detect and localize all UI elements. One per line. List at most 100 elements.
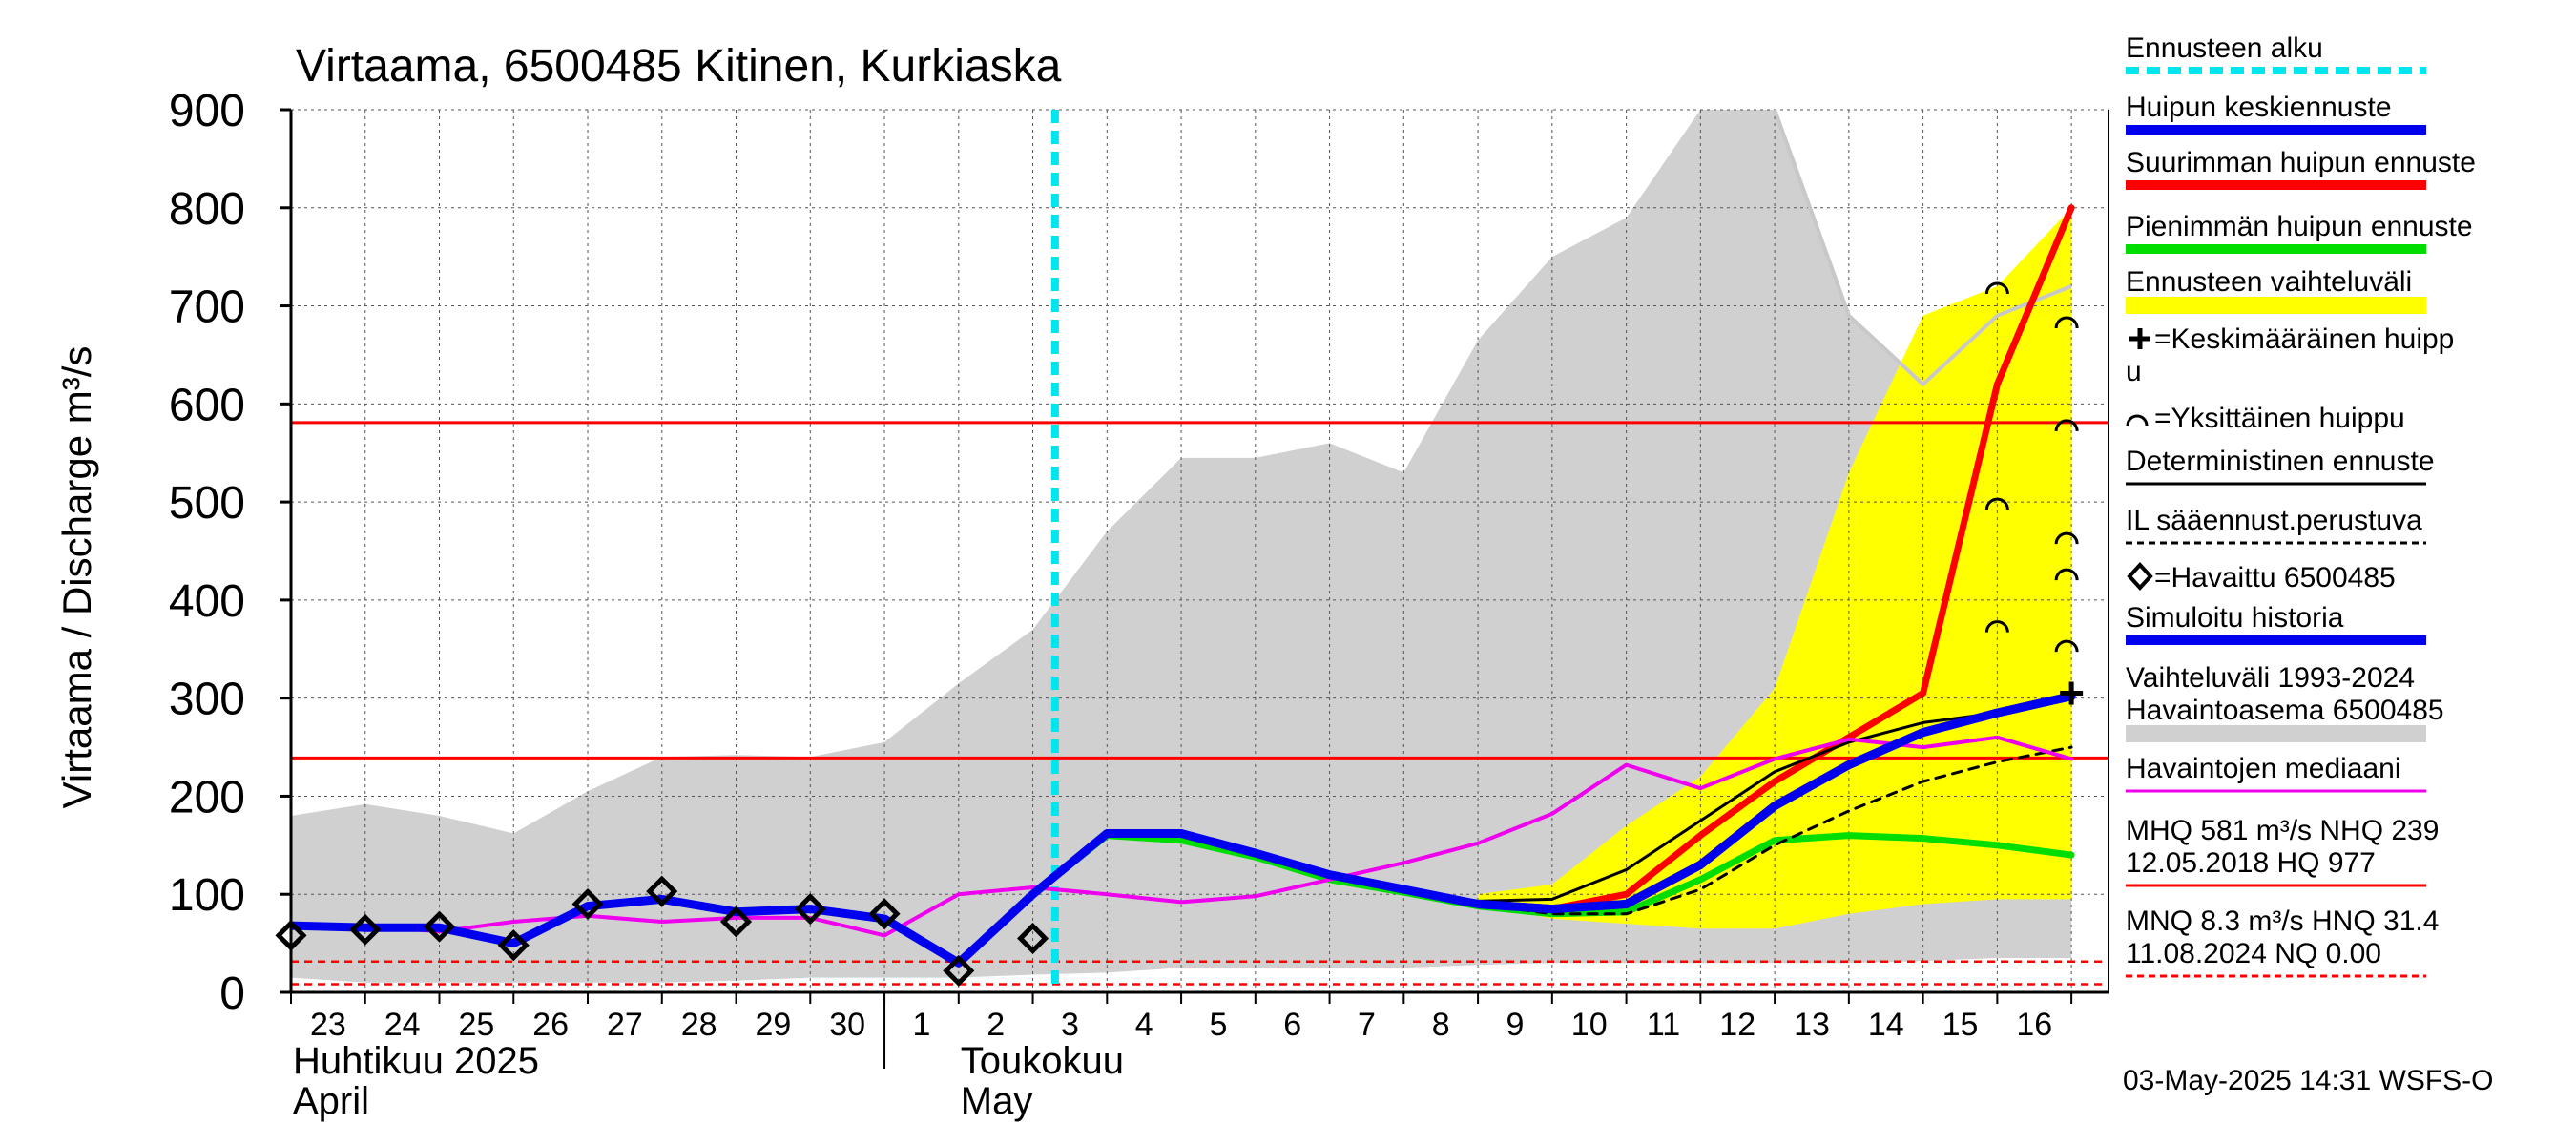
x-day-label: 11 <box>1647 1007 1680 1043</box>
legend-label: Deterministinen ennuste <box>2126 446 2435 477</box>
x-day-label: 3 <box>1061 1007 1079 1043</box>
markers-layer <box>275 281 2084 987</box>
legend-label-line2: 11.08.2024 NQ 0.00 <box>2126 938 2381 969</box>
legend-swatch <box>2126 635 2426 645</box>
y-tick-label: 100 <box>169 870 245 921</box>
single-peak-marker <box>2054 531 2079 545</box>
legend-label: Suurimman huipun ennuste <box>2126 147 2476 178</box>
x-day-label: 6 <box>1283 1007 1301 1043</box>
legend-swatch <box>2126 297 2426 314</box>
legend-swatch <box>2126 125 2426 135</box>
legend-swatch <box>2126 180 2426 190</box>
legend-item: MNQ 8.3 m³/s HNQ 31.411.08.2024 NQ 0.00 <box>2126 906 2439 978</box>
observed-point <box>794 893 826 926</box>
legend-item: Suurimman huipun ennuste <box>2126 147 2476 190</box>
grid-layer <box>291 109 2109 992</box>
legend-item: Vaihteluväli 1993-2024 Havaintoasema 650… <box>2126 662 2444 742</box>
y-tick-label: 500 <box>169 478 245 529</box>
legend-label: =Yksittäinen huippu <box>2154 403 2405 434</box>
legend-label: MNQ 8.3 m³/s HNQ 31.4 <box>2126 906 2439 937</box>
month-label: Huhtikuu 2025 <box>293 1040 539 1082</box>
x-day-label: 10 <box>1571 1007 1608 1043</box>
y-tick-label: 400 <box>169 576 245 627</box>
x-day-label: 12 <box>1719 1007 1755 1043</box>
legend-swatch <box>2126 725 2426 742</box>
observed-point <box>868 898 901 930</box>
chart-title: Virtaama, 6500485 Kitinen, Kurkiaska <box>296 41 1062 92</box>
legend-label-line2: 12.05.2018 HQ 977 <box>2126 847 2376 879</box>
legend-swatch <box>2126 244 2426 254</box>
legend-label: IL sääennust.perustuva <box>2126 505 2422 536</box>
legend-label: Ennusteen vaihteluväli <box>2126 266 2412 298</box>
legend-plus-icon <box>2129 328 2150 349</box>
legend-label-line2: Havaintoasema 6500485 <box>2126 695 2444 726</box>
legend-item: IL sääennust.perustuva <box>2126 505 2426 545</box>
series-huipun-keskiennuste <box>1473 692 2076 914</box>
legend-item: =Keskimääräinen huipp u <box>2126 323 2454 387</box>
legend-item: Pienimmän huipun ennuste <box>2126 211 2473 254</box>
legend-item: Huipun keskiennuste <box>2126 92 2426 135</box>
y-tick-label: 0 <box>219 968 245 1019</box>
y-tick-label: 600 <box>169 380 245 430</box>
observed-point <box>349 913 382 946</box>
x-day-label: 14 <box>1868 1007 1904 1043</box>
x-day-label: 5 <box>1209 1007 1227 1043</box>
y-tick-label: 900 <box>169 86 245 136</box>
legend-label: Ennusteen alku <box>2126 32 2323 64</box>
series-history-upper-edge <box>1773 110 2072 387</box>
legend-label: Pienimmän huipun ennuste <box>2126 211 2473 242</box>
single-peak-marker <box>1984 497 2009 510</box>
x-day-label: 25 <box>458 1007 494 1043</box>
legend-item: Ennusteen alku <box>2126 32 2426 74</box>
single-peak-marker <box>2054 316 2079 329</box>
x-day-label: 24 <box>384 1007 421 1043</box>
legend-label: Huipun keskiennuste <box>2126 92 2392 123</box>
x-day-label: 23 <box>310 1007 346 1043</box>
observed-point <box>719 906 753 938</box>
legend-label: MHQ 581 m³/s NHQ 239 <box>2126 815 2439 846</box>
legend-label: Havaintojen mediaani <box>2126 753 2401 784</box>
x-day-label: 1 <box>912 1007 930 1043</box>
single-peak-marker <box>1984 281 2009 295</box>
legend: Ennusteen alku Huipun keskiennuste Suurimm… <box>2126 32 2476 978</box>
single-peak-marker <box>1984 620 2009 633</box>
month-label-english: May <box>961 1080 1033 1122</box>
x-day-label: 15 <box>1942 1007 1979 1043</box>
single-peak-marker <box>2054 639 2079 653</box>
x-day-label: 7 <box>1358 1007 1376 1043</box>
observed-point <box>943 954 975 987</box>
y-tick-label: 300 <box>169 675 245 725</box>
legend-label: Vaihteluväli 1993-2024 <box>2126 662 2415 694</box>
observed-point <box>571 887 604 921</box>
legend-item: Havaintojen mediaani <box>2126 753 2426 793</box>
footer-timestamp: 03-May-2025 14:31 WSFS-O <box>2123 1065 2494 1096</box>
x-day-label: 16 <box>2016 1007 2052 1043</box>
x-day-label: 8 <box>1432 1007 1450 1043</box>
y-tick-label: 800 <box>169 184 245 235</box>
observed-point <box>497 929 530 962</box>
x-day-label: 13 <box>1794 1007 1830 1043</box>
single-peak-marker <box>2054 419 2079 432</box>
mean-peak-marker <box>2060 681 2084 705</box>
x-day-label: 26 <box>532 1007 569 1043</box>
legend-label-line2: u <box>2126 356 2142 387</box>
legend-item: =Yksittäinen huippu <box>2126 403 2405 434</box>
legend-item: Ennusteen vaihteluväli <box>2126 266 2426 314</box>
y-tick-label: 200 <box>169 772 245 822</box>
month-label: Toukokuu <box>961 1040 1124 1082</box>
x-day-label: 27 <box>607 1007 643 1043</box>
legend-item: Deterministinen ennuste <box>2126 446 2435 486</box>
y-axis-label: Virtaama / Discharge m³/s <box>54 346 99 809</box>
legend-label: =Havaittu 6500485 <box>2154 562 2396 593</box>
x-day-label: 9 <box>1506 1007 1524 1043</box>
month-label-english: April <box>293 1080 369 1122</box>
x-day-label: 30 <box>829 1007 865 1043</box>
observed-point <box>1017 922 1049 955</box>
y-tick-label: 700 <box>169 282 245 333</box>
legend-diamond-icon <box>2127 562 2153 591</box>
x-day-label: 4 <box>1135 1007 1153 1043</box>
observed-point <box>646 875 678 907</box>
